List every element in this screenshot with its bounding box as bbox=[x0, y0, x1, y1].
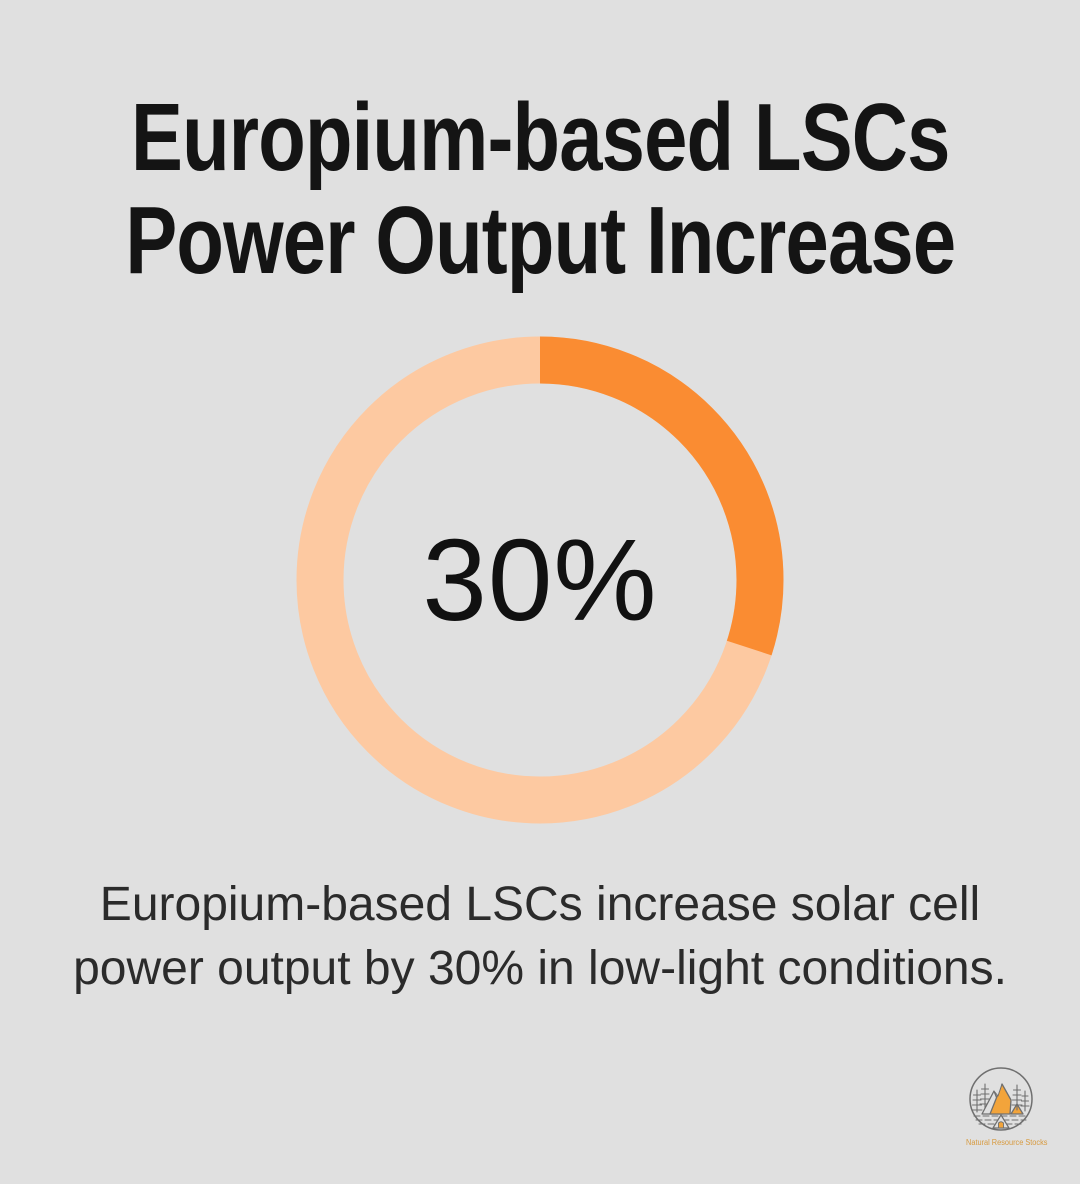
donut-chart-svg bbox=[296, 336, 784, 824]
donut-chart: 30% bbox=[290, 330, 790, 830]
donut-value-arc bbox=[296, 336, 784, 824]
caption-line-1: Europium-based LSCs increase solar cell bbox=[99, 878, 981, 931]
caption: Europium-based LSCs increase solar cell … bbox=[73, 873, 1007, 1001]
brand-logo: Natural Resource Stocks bbox=[963, 1064, 1048, 1148]
page-title: Europium-based LSCs Power Output Increas… bbox=[28, 86, 1053, 292]
page-title-line-2: Power Output Increase bbox=[125, 187, 956, 294]
nature-logo-icon bbox=[969, 1067, 1033, 1131]
brand-logo-label: Natural Resource Stocks bbox=[966, 1138, 1048, 1147]
page-title-line-1: Europium-based LSCs bbox=[130, 84, 950, 191]
caption-line-2: power output by 30% in low-light conditi… bbox=[73, 942, 1007, 995]
